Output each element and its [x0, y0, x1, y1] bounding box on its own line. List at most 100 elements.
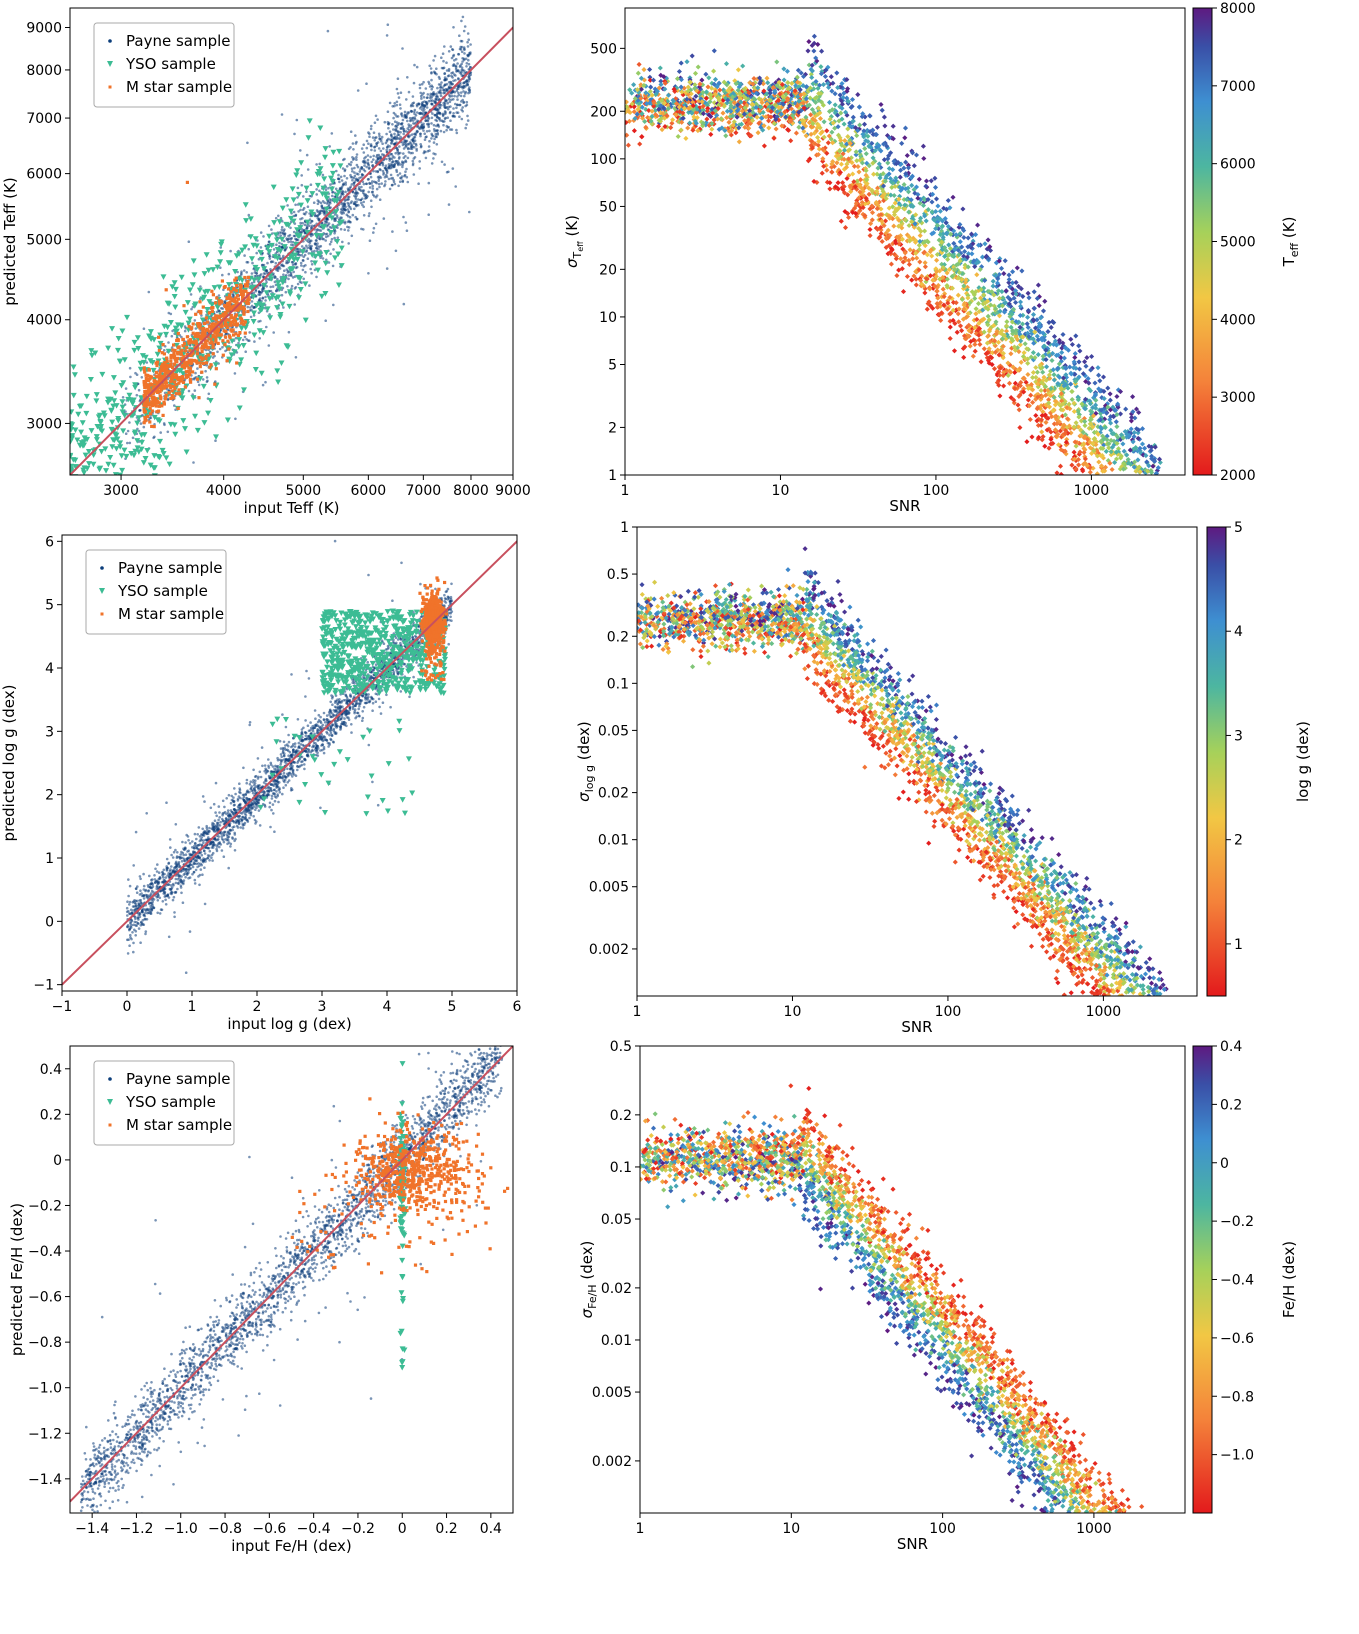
sigma-point: [683, 135, 689, 141]
mstar-point: [170, 389, 174, 393]
payne-point: [320, 204, 324, 207]
mstar-point: [193, 334, 197, 338]
payne-point: [399, 135, 402, 139]
yso-point: [85, 510, 91, 515]
yso-point: [189, 282, 196, 288]
payne-point: [290, 274, 293, 278]
yso-point: [284, 344, 291, 351]
payne-point: [170, 346, 174, 349]
sigma-point: [914, 255, 920, 261]
payne-point: [135, 393, 139, 397]
payne-point: [448, 100, 452, 104]
payne-point: [309, 267, 313, 271]
mstar-point: [142, 421, 146, 425]
mstar-point: [198, 326, 202, 330]
yso-point: [266, 249, 273, 255]
yso-point: [70, 542, 76, 548]
yso-point: [309, 191, 316, 197]
yso-point: [138, 446, 145, 453]
payne-point: [429, 94, 432, 98]
payne-point: [429, 67, 433, 70]
mstar-point: [210, 289, 214, 293]
payne-point: [363, 169, 367, 173]
mstar-point: [154, 404, 158, 408]
yso-point: [231, 349, 238, 355]
payne-point: [339, 195, 343, 198]
payne-point: [422, 110, 425, 113]
payne-point: [246, 141, 249, 145]
yso-point: [151, 414, 158, 421]
sigma-point: [956, 306, 962, 312]
payne-point: [397, 151, 400, 155]
payne-point: [401, 161, 404, 165]
mstar-point: [230, 308, 234, 312]
payne-point: [399, 131, 402, 134]
mstar-point: [176, 346, 180, 350]
payne-point: [443, 45, 446, 48]
sigma-point: [951, 246, 957, 252]
y-tick-label: 6000: [26, 167, 62, 183]
mstar-point: [230, 306, 234, 310]
payne-point: [192, 461, 195, 464]
payne-point: [139, 422, 143, 425]
yso-point: [172, 325, 179, 332]
payne-point: [374, 195, 378, 199]
yso-point: [263, 290, 270, 296]
yso-point: [139, 353, 146, 359]
payne-point: [367, 142, 370, 145]
yso-point: [85, 493, 91, 499]
yso-point: [115, 336, 122, 342]
yso-point: [313, 232, 320, 239]
payne-point: [246, 261, 250, 264]
mstar-point: [183, 364, 187, 368]
payne-point: [397, 184, 400, 188]
yso-point: [121, 447, 128, 454]
payne-point: [244, 484, 247, 487]
mstar-point: [210, 306, 214, 310]
payne-point: [287, 330, 291, 334]
payne-point: [274, 216, 278, 220]
payne-point: [249, 306, 252, 309]
payne-point: [400, 112, 403, 115]
payne-point: [351, 176, 354, 179]
payne-point: [379, 176, 383, 179]
mstar-point: [154, 361, 158, 365]
mstar-point: [151, 387, 155, 391]
payne-point: [260, 263, 264, 267]
payne-point: [388, 130, 392, 133]
payne-point: [354, 215, 358, 219]
yso-point: [203, 252, 210, 258]
payne-point: [330, 132, 334, 135]
yso-point: [206, 299, 213, 305]
payne-point: [361, 173, 365, 177]
yso-point: [308, 209, 315, 216]
payne-point: [371, 180, 374, 183]
payne-point: [357, 198, 360, 201]
payne-point: [291, 276, 295, 279]
mstar-point: [236, 297, 240, 301]
payne-point: [330, 199, 333, 202]
payne-point: [315, 247, 319, 250]
payne-point: [413, 116, 416, 119]
yso-point: [258, 370, 265, 377]
payne-point: [397, 133, 401, 137]
payne-point: [454, 185, 458, 188]
payne-point: [351, 190, 355, 194]
sigma-point: [706, 75, 712, 81]
mstar-point: [182, 304, 186, 308]
mstar-point: [242, 307, 246, 311]
payne-point: [442, 89, 446, 92]
yso-point: [273, 237, 280, 244]
payne-point: [427, 117, 431, 120]
payne-point: [350, 200, 354, 203]
payne-point: [454, 67, 458, 71]
mstar-point: [177, 388, 181, 392]
mstar-point: [190, 340, 194, 344]
sigma-point: [901, 165, 907, 171]
payne-point: [381, 164, 385, 167]
yso-point: [240, 343, 247, 349]
yso-point: [271, 220, 278, 226]
payne-point: [466, 40, 469, 44]
yso-point: [117, 472, 124, 475]
payne-point: [388, 187, 392, 191]
